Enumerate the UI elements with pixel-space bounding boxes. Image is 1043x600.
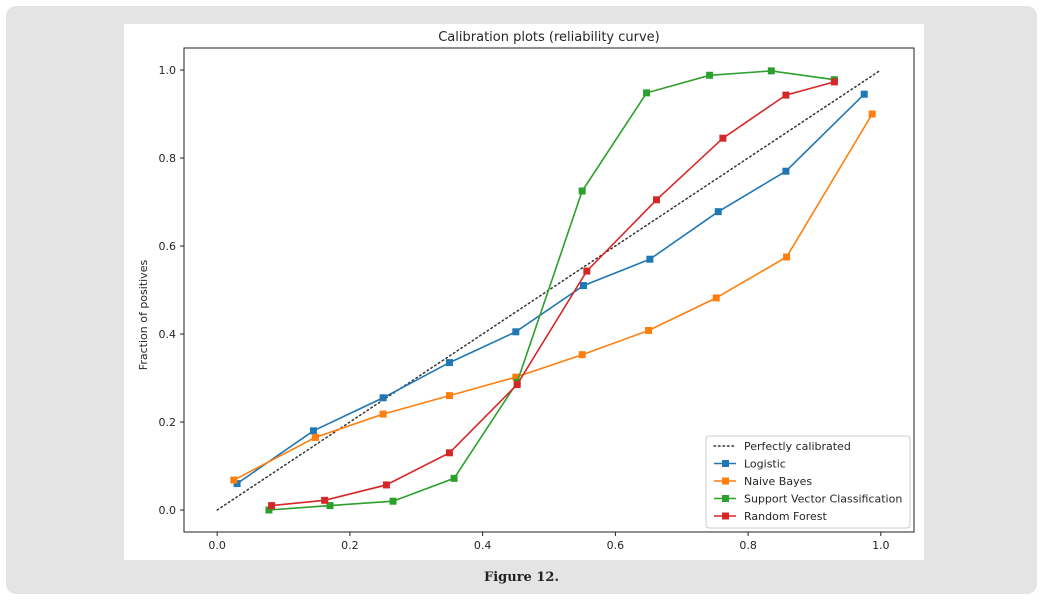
data-point-logistic bbox=[445, 359, 453, 367]
data-point-logistic bbox=[714, 208, 722, 216]
data-point-logistic bbox=[233, 480, 241, 488]
data-point-support-vector-classification bbox=[326, 502, 334, 510]
legend-box bbox=[705, 435, 911, 529]
figure-caption: Figure 12. bbox=[484, 570, 559, 585]
y-tick-label: 0.0 bbox=[159, 504, 177, 517]
data-point-support-vector-classification bbox=[450, 474, 458, 482]
data-point-support-vector-classification bbox=[578, 187, 586, 195]
data-point-random-forest bbox=[719, 134, 727, 142]
data-point-naive-bayes bbox=[311, 433, 319, 441]
legend-label-naive-bayes: Naive Bayes bbox=[744, 475, 812, 488]
data-point-naive-bayes bbox=[712, 294, 720, 302]
y-tick-label: 0.8 bbox=[159, 152, 177, 165]
x-tick-label: 0.8 bbox=[739, 539, 757, 552]
series-line-random-forest bbox=[271, 81, 835, 507]
legend-label-support-vector-classification: Support Vector Classification bbox=[744, 493, 902, 506]
x-tick-label: 0.6 bbox=[607, 539, 625, 552]
x-tick-label: 1.0 bbox=[872, 539, 890, 552]
series-logistic bbox=[233, 90, 868, 488]
data-point-logistic bbox=[309, 427, 317, 435]
legend-marker-logistic bbox=[722, 460, 729, 467]
data-point-logistic bbox=[782, 167, 790, 175]
data-point-logistic bbox=[646, 255, 654, 263]
data-point-logistic bbox=[512, 328, 520, 336]
y-tick-label: 0.6 bbox=[159, 240, 177, 253]
y-tick-label: 0.4 bbox=[159, 328, 177, 341]
data-point-random-forest bbox=[321, 496, 329, 504]
series-line-logistic bbox=[236, 93, 865, 485]
data-point-random-forest bbox=[583, 267, 591, 275]
series-line-support-vector-classification bbox=[268, 70, 835, 511]
figure-panel: Calibration plots (reliability curve) Fr… bbox=[124, 24, 924, 560]
legend-marker-naive-bayes bbox=[722, 477, 729, 485]
data-point-logistic bbox=[580, 282, 588, 290]
legend-label-perfectly-calibrated: Perfectly calibrated bbox=[744, 440, 851, 453]
x-tick-label: 0.0 bbox=[208, 539, 226, 552]
x-tick-label: 0.2 bbox=[341, 539, 359, 552]
y-axis-label: Fraction of positives bbox=[137, 260, 150, 371]
x-tick-label: 0.4 bbox=[474, 539, 492, 552]
series-group bbox=[230, 67, 876, 514]
y-tick-label: 1.0 bbox=[159, 64, 177, 77]
data-point-support-vector-classification bbox=[767, 67, 775, 75]
legend-marker-support-vector-classification bbox=[722, 495, 729, 502]
data-point-random-forest bbox=[445, 449, 453, 457]
data-point-support-vector-classification bbox=[265, 506, 273, 514]
data-point-random-forest bbox=[382, 481, 390, 489]
axes-frame bbox=[183, 47, 915, 533]
data-point-logistic bbox=[860, 90, 868, 98]
calibration-chart: Calibration plots (reliability curve) Fr… bbox=[137, 30, 915, 552]
data-point-naive-bayes bbox=[445, 392, 453, 400]
series-random-forest bbox=[268, 78, 838, 510]
legend-marker-random-forest bbox=[722, 512, 729, 520]
data-point-naive-bayes bbox=[578, 351, 586, 359]
data-point-random-forest bbox=[268, 502, 276, 510]
data-point-naive-bayes bbox=[230, 476, 238, 484]
legend: Perfectly calibrated Logistic Naive Bayes S… bbox=[705, 435, 911, 529]
ticks-group: 0.0 0.2 0.4 0.6 0.8 1.0 0.0 0.2 0.4 0.6 0.8 1.0 bbox=[159, 64, 890, 552]
data-point-random-forest bbox=[782, 91, 790, 99]
chart-title: Calibration plots (reliability curve) bbox=[438, 30, 660, 45]
axes-area bbox=[183, 47, 915, 533]
data-point-random-forest bbox=[653, 196, 661, 204]
data-point-logistic bbox=[379, 394, 387, 402]
data-point-naive-bayes bbox=[645, 326, 653, 334]
data-point-random-forest bbox=[830, 78, 838, 86]
series-line-naive-bayes bbox=[233, 113, 873, 481]
data-point-support-vector-classification bbox=[643, 89, 651, 97]
series-naive-bayes bbox=[230, 110, 876, 484]
data-point-random-forest bbox=[513, 381, 521, 389]
data-point-naive-bayes bbox=[379, 410, 387, 418]
data-point-support-vector-classification bbox=[389, 497, 397, 505]
data-point-naive-bayes bbox=[783, 253, 791, 261]
data-point-support-vector-classification bbox=[706, 71, 714, 79]
data-point-naive-bayes bbox=[868, 110, 876, 118]
data-point-naive-bayes bbox=[512, 373, 520, 381]
legend-label-random-forest: Random Forest bbox=[744, 510, 827, 523]
legend-label-logistic: Logistic bbox=[744, 458, 786, 471]
y-tick-label: 0.2 bbox=[159, 416, 177, 429]
